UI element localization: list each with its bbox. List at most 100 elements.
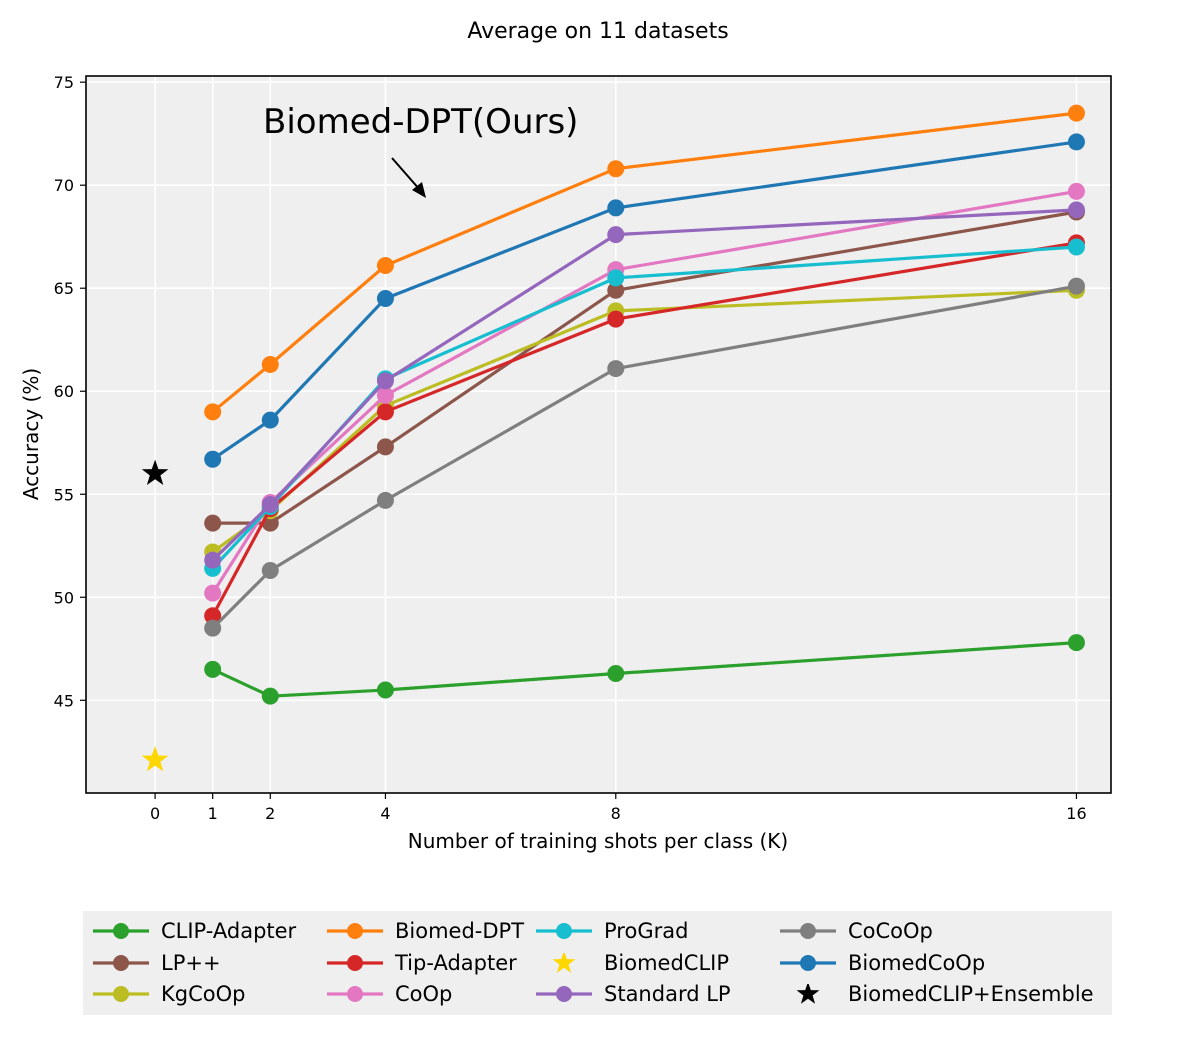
legend-item-lp: LP++ bbox=[93, 948, 221, 978]
legend-label: ProGrad bbox=[604, 919, 689, 943]
biomedcoop-point bbox=[376, 290, 394, 308]
standard-lp-point bbox=[204, 551, 222, 569]
biomedclip-point bbox=[141, 746, 169, 772]
legend-swatch bbox=[93, 955, 149, 971]
x-tick-label: 2 bbox=[265, 804, 275, 823]
biomedcoop-point bbox=[261, 411, 279, 429]
biomed-dpt-point bbox=[1067, 104, 1085, 122]
series-biomedcoop bbox=[204, 133, 1085, 468]
legend-swatch bbox=[93, 986, 149, 1002]
series-clip-adapter bbox=[204, 634, 1085, 705]
clip-adapter-point bbox=[1067, 634, 1085, 652]
clip-adapter-point bbox=[607, 665, 625, 682]
series-cocoop bbox=[204, 277, 1085, 637]
cocoop-point bbox=[376, 491, 394, 509]
y-tick-label: 60 bbox=[54, 382, 74, 401]
cocoop-point bbox=[607, 360, 625, 378]
x-tick-label: 16 bbox=[1066, 804, 1086, 823]
legend-item-biomed-dpt: Biomed-DPT bbox=[327, 916, 524, 946]
legend-label: CoCoOp bbox=[848, 919, 933, 943]
axis-ticks: 45 50 55 60 65 70 75 0 1 2 4 8 16 bbox=[54, 73, 1087, 823]
legend-item-cocoop: CoCoOp bbox=[780, 916, 933, 946]
biomed-dpt-point bbox=[261, 355, 279, 373]
plot-area bbox=[86, 76, 1111, 793]
legend-swatch bbox=[327, 955, 383, 971]
lp-point bbox=[607, 281, 625, 299]
y-tick-label: 65 bbox=[54, 279, 74, 298]
legend-label: KgCoOp bbox=[161, 982, 246, 1006]
legend-swatch bbox=[536, 923, 592, 939]
legend-swatch bbox=[780, 955, 836, 971]
biomedcoop-point bbox=[607, 199, 625, 217]
legend-swatch bbox=[796, 984, 820, 1004]
biomedcoop-point bbox=[204, 450, 222, 468]
x-tick-label: 4 bbox=[380, 804, 390, 823]
clip-adapter-point bbox=[204, 660, 222, 678]
legend-item-biomedcoop: BiomedCoOp bbox=[780, 948, 985, 978]
cocoop-point bbox=[261, 561, 279, 579]
legend-label: Standard LP bbox=[604, 982, 731, 1006]
x-tick-label: 0 bbox=[150, 804, 160, 823]
legend-swatch bbox=[327, 986, 383, 1002]
biomed-dpt-point bbox=[204, 403, 222, 421]
biomedclip-ensemble-point bbox=[141, 459, 169, 485]
legend-label: BiomedCLIP+Ensemble bbox=[848, 982, 1094, 1006]
cocoop-point bbox=[1067, 277, 1085, 295]
lp-point bbox=[376, 438, 394, 456]
coop-point bbox=[1067, 182, 1085, 200]
coop-point bbox=[204, 584, 222, 602]
x-axis-label: Number of training shots per class (K) bbox=[408, 829, 788, 853]
legend-swatch bbox=[536, 986, 592, 1002]
legend-swatch bbox=[552, 953, 576, 973]
standard-lp-point bbox=[607, 226, 625, 244]
series-biomed-dpt bbox=[204, 104, 1085, 421]
y-tick-label: 55 bbox=[54, 485, 74, 504]
legend: CLIP-Adapter LP++ KgCoOp Biomed-DPT Tip-Adap… bbox=[83, 911, 1112, 1015]
prograd-point bbox=[607, 269, 625, 287]
standard-lp-point bbox=[376, 372, 394, 390]
coop-point bbox=[376, 386, 394, 404]
legend-label: CLIP-Adapter bbox=[161, 919, 297, 943]
tip-adapter-point bbox=[204, 607, 222, 625]
cocoop-point bbox=[204, 619, 222, 637]
x-tick-label: 1 bbox=[208, 804, 218, 823]
chart-title: Average on 11 datasets bbox=[467, 19, 728, 44]
legend-item-biomedclip-ensemble: BiomedCLIP+Ensemble bbox=[780, 979, 1094, 1009]
plot-frame bbox=[85, 75, 1112, 794]
legend-label: BiomedCoOp bbox=[848, 951, 986, 975]
grid bbox=[86, 76, 1111, 793]
tip-adapter-point bbox=[607, 310, 625, 328]
legend-label: LP++ bbox=[161, 951, 221, 975]
series-lines bbox=[141, 104, 1085, 772]
y-tick-label: 50 bbox=[54, 588, 74, 607]
biomed-dpt-point bbox=[376, 257, 394, 275]
annotation-arrow bbox=[391, 157, 426, 198]
legend-item-kgcoop: KgCoOp bbox=[93, 979, 245, 1009]
series-biomedclip bbox=[141, 746, 169, 772]
legend-item-tip-adapter: Tip-Adapter bbox=[327, 948, 517, 978]
legend-swatch bbox=[327, 923, 383, 939]
series-standard-lp bbox=[204, 201, 1085, 569]
legend-item-coop: CoOp bbox=[327, 979, 452, 1009]
y-tick-label: 70 bbox=[54, 176, 74, 195]
standard-lp-point bbox=[261, 496, 279, 514]
standard-lp-point bbox=[1067, 201, 1085, 219]
legend-item-clip-adapter: CLIP-Adapter bbox=[93, 916, 296, 946]
clip-adapter-point bbox=[261, 687, 279, 705]
y-tick-label: 45 bbox=[54, 691, 74, 710]
legend-item-prograd: ProGrad bbox=[536, 916, 688, 946]
legend-item-standard-lp: Standard LP bbox=[536, 979, 731, 1009]
prograd-point bbox=[1067, 238, 1085, 256]
legend-label: Tip-Adapter bbox=[395, 951, 517, 975]
x-tick-label: 8 bbox=[611, 804, 621, 823]
lp-point bbox=[204, 514, 222, 532]
y-tick-label: 75 bbox=[54, 73, 74, 92]
clip-adapter-point bbox=[376, 681, 394, 699]
annotation-text: Biomed-DPT(Ours) bbox=[263, 102, 578, 142]
legend-label: Biomed-DPT bbox=[395, 919, 525, 943]
legend-item-biomedclip: BiomedCLIP bbox=[536, 948, 729, 978]
biomed-dpt-point bbox=[607, 160, 625, 178]
biomedcoop-point bbox=[1067, 133, 1085, 151]
legend-label: BiomedCLIP bbox=[604, 951, 730, 975]
